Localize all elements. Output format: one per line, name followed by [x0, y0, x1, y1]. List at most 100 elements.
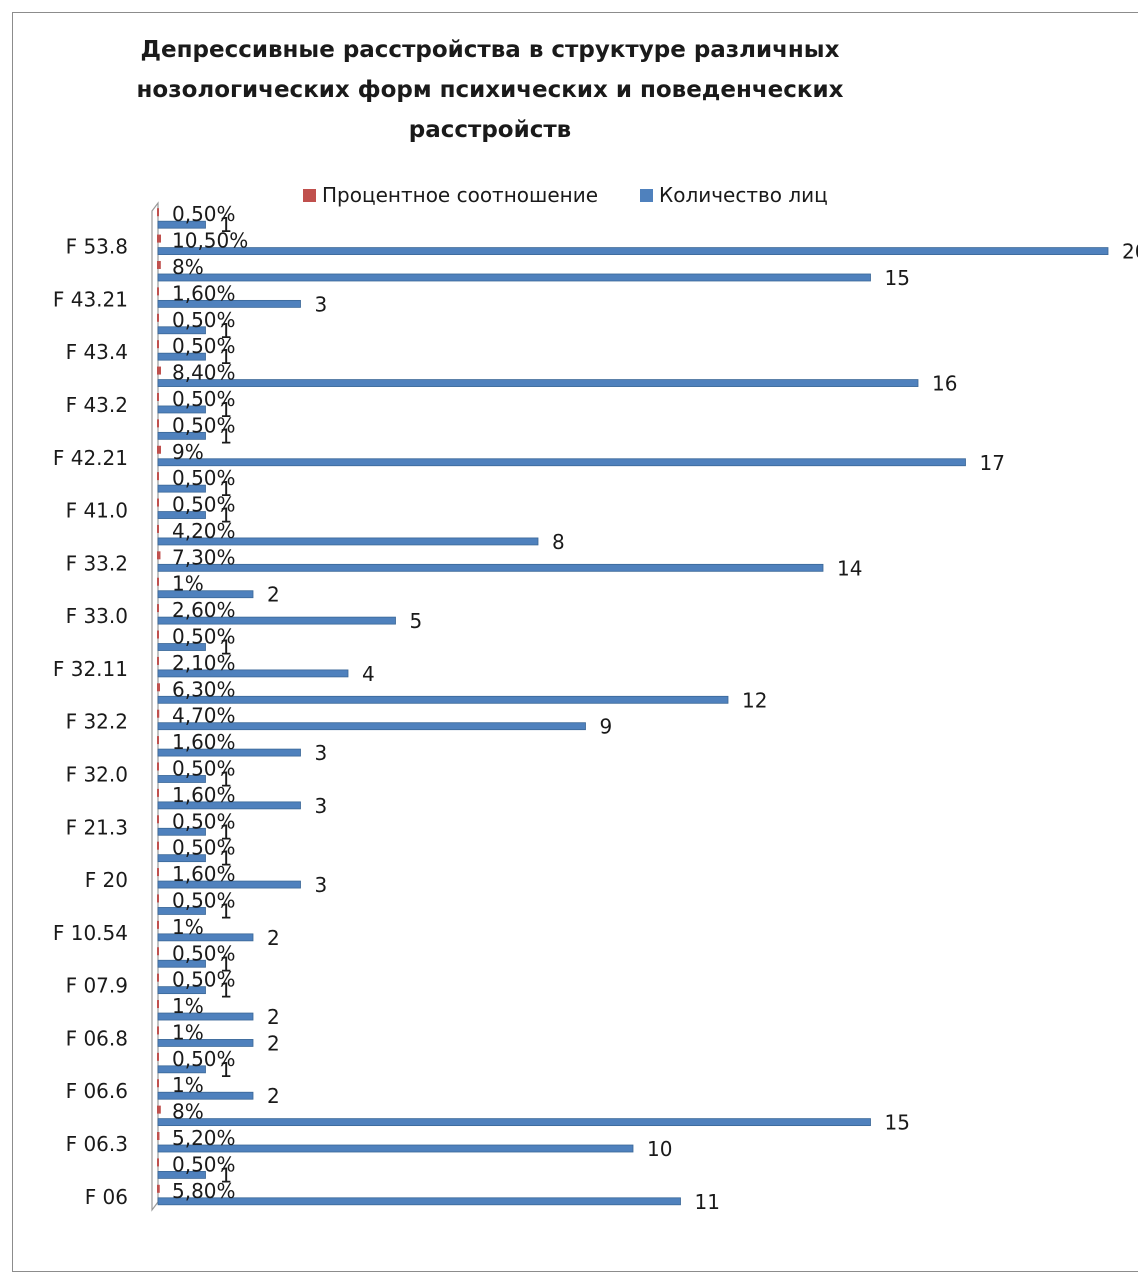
data-label-percent: 4,70% — [172, 704, 236, 728]
bar-percent — [157, 762, 159, 771]
bar-count — [157, 880, 301, 889]
bar-count — [157, 1144, 634, 1153]
bar-count — [157, 959, 206, 968]
data-label-count: 1 — [220, 979, 233, 1003]
category-tick-label: F 41.0 — [66, 499, 128, 523]
data-label-percent: 0,50% — [172, 334, 236, 358]
data-label-percent: 4,20% — [172, 519, 236, 543]
bar-count — [157, 326, 206, 335]
category-tick-label: F 06.3 — [66, 1132, 128, 1156]
bar-percent — [157, 868, 159, 877]
legend-item-percent: Процентное соотношение — [303, 183, 598, 207]
data-label-percent: 8% — [172, 1100, 204, 1124]
bar-percent — [157, 973, 159, 982]
bar-percent — [157, 1105, 161, 1114]
bar-percent — [157, 313, 159, 322]
data-label-percent: 1% — [172, 915, 204, 939]
bar-count — [157, 590, 254, 599]
bar-count — [157, 431, 206, 440]
bar-count — [157, 247, 1109, 255]
bar-percent — [157, 498, 159, 507]
category-tick-label: F 06.8 — [66, 1026, 128, 1050]
bar-count — [157, 1091, 254, 1100]
bar-percent — [157, 920, 159, 929]
bar-count — [157, 643, 206, 651]
data-label-count: 1 — [220, 319, 233, 343]
bar-count — [157, 1012, 254, 1021]
bar-count — [157, 986, 206, 995]
bar-percent — [157, 604, 159, 613]
category-tick-label: F 32.11 — [53, 657, 128, 681]
data-label-count: 3 — [315, 741, 328, 765]
category-tick-label: F 53.8 — [66, 235, 128, 259]
data-label-count: 1 — [220, 504, 233, 528]
data-label-percent: 0,50% — [172, 413, 236, 437]
bar-count — [157, 1171, 206, 1179]
data-label-percent: 0,50% — [172, 1152, 236, 1176]
bar-count — [157, 854, 206, 863]
legend-label-percent: Процентное соотношение — [322, 183, 599, 207]
bar-count — [157, 1039, 254, 1047]
data-label-percent: 5,80% — [172, 1179, 236, 1203]
bar-count — [157, 220, 206, 229]
data-label-percent: 0,50% — [172, 493, 236, 517]
bar-percent — [157, 577, 159, 586]
data-label-percent: 0,50% — [172, 466, 236, 490]
data-label-percent: 1% — [172, 572, 204, 596]
bar-count — [157, 827, 206, 836]
data-label-count: 9 — [600, 715, 613, 739]
bar-count — [157, 405, 206, 414]
data-label-percent: 0,50% — [172, 836, 236, 860]
bar-percent — [157, 736, 159, 745]
data-label-percent: 9% — [172, 440, 204, 464]
category-tick-label: F 32.0 — [66, 762, 128, 786]
chart-title-line-1: Депрессивные расстройства в структуре ра… — [140, 37, 840, 63]
bar-percent — [157, 208, 159, 217]
chart-title: Депрессивные расстройства в структуре ра… — [100, 30, 880, 150]
data-label-percent: 1,60% — [172, 281, 236, 305]
data-label-count: 8 — [552, 530, 565, 554]
data-label-count: 1 — [220, 767, 233, 791]
bars-layer — [157, 208, 1109, 1206]
data-label-count: 1 — [220, 899, 233, 923]
data-label-percent: 1,60% — [172, 783, 236, 807]
bar-percent — [157, 1052, 159, 1061]
bar-count — [157, 775, 206, 783]
data-label-count: 2 — [267, 926, 280, 950]
bar-percent — [157, 656, 159, 665]
data-label-count: 11 — [695, 1190, 720, 1214]
data-label-percent: 1,60% — [172, 862, 236, 886]
bar-count — [157, 537, 539, 546]
bar-percent — [157, 894, 159, 903]
data-label-count: 2 — [267, 583, 280, 607]
data-label-percent: 2,10% — [172, 651, 236, 675]
data-label-count: 20 — [1122, 240, 1138, 264]
bar-percent — [157, 788, 159, 797]
data-label-count: 1 — [220, 952, 233, 976]
bar-count — [157, 669, 349, 678]
data-label-count: 1 — [220, 1163, 233, 1187]
bar-count — [157, 1065, 206, 1074]
bar-count — [157, 563, 824, 572]
data-label-count: 1 — [220, 477, 233, 501]
bar-count — [157, 1197, 681, 1206]
data-label-percent: 1% — [172, 1020, 204, 1044]
data-label-percent: 2,60% — [172, 598, 236, 622]
category-tick-label: F 07.9 — [66, 974, 128, 998]
bar-count — [157, 907, 206, 915]
bar-percent — [157, 287, 159, 296]
data-label-percent: 0,50% — [172, 387, 236, 411]
bar-count — [157, 801, 301, 810]
data-label-percent: 7,30% — [172, 545, 236, 569]
data-label-count: 1 — [220, 345, 233, 369]
bar-count — [157, 695, 729, 704]
data-label-count: 3 — [315, 794, 328, 818]
data-label-percent: 1% — [172, 1073, 204, 1097]
data-label-count: 3 — [315, 292, 328, 316]
data-label-percent: 0,50% — [172, 1047, 236, 1071]
data-label-percent: 1,60% — [172, 730, 236, 754]
data-label-count: 1 — [220, 398, 233, 422]
category-tick-label: F 33.0 — [66, 604, 128, 628]
data-label-percent: 0,50% — [172, 308, 236, 332]
